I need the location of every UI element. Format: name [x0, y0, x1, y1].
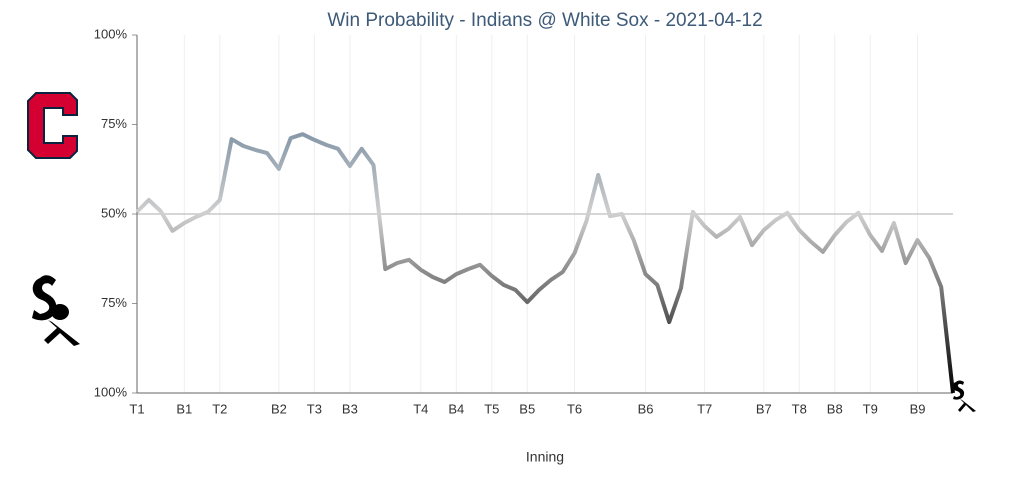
y-tick-label: 100%: [94, 384, 128, 399]
x-tick-label: T7: [697, 401, 712, 416]
x-tick-label: B8: [827, 401, 843, 416]
x-tick-label: T9: [863, 401, 878, 416]
x-tick-label: B5: [519, 401, 535, 416]
x-tick-label: B1: [176, 401, 192, 416]
y-tick-label: 100%: [94, 26, 128, 41]
indians-logo: [27, 92, 78, 159]
y-tick-label: 75%: [101, 116, 127, 131]
x-tick-label: B4: [448, 401, 464, 416]
chart-title: Win Probability - Indians @ White Sox - …: [327, 10, 762, 31]
win-probability-line: [135, 132, 955, 394]
x-tick-label: T8: [792, 401, 807, 416]
x-tick-label: T6: [567, 401, 582, 416]
x-tick-label: B6: [638, 401, 654, 416]
x-tick-label: T2: [212, 401, 227, 416]
white-sox-logo: [32, 275, 80, 346]
x-tick-label: T5: [484, 401, 499, 416]
y-tick-label: 75%: [101, 295, 127, 310]
x-tick-label: B9: [910, 401, 926, 416]
y-tick-label: 50%: [101, 205, 127, 220]
x-tick-label: T1: [129, 401, 144, 416]
white-sox-logo-small: [951, 380, 976, 412]
x-tick-label: B3: [342, 401, 358, 416]
x-tick-label: T4: [413, 401, 428, 416]
x-axis-label: Inning: [526, 449, 564, 465]
x-tick-label: T3: [307, 401, 322, 416]
x-tick-label: B2: [271, 401, 287, 416]
x-tick-label: B7: [756, 401, 772, 416]
